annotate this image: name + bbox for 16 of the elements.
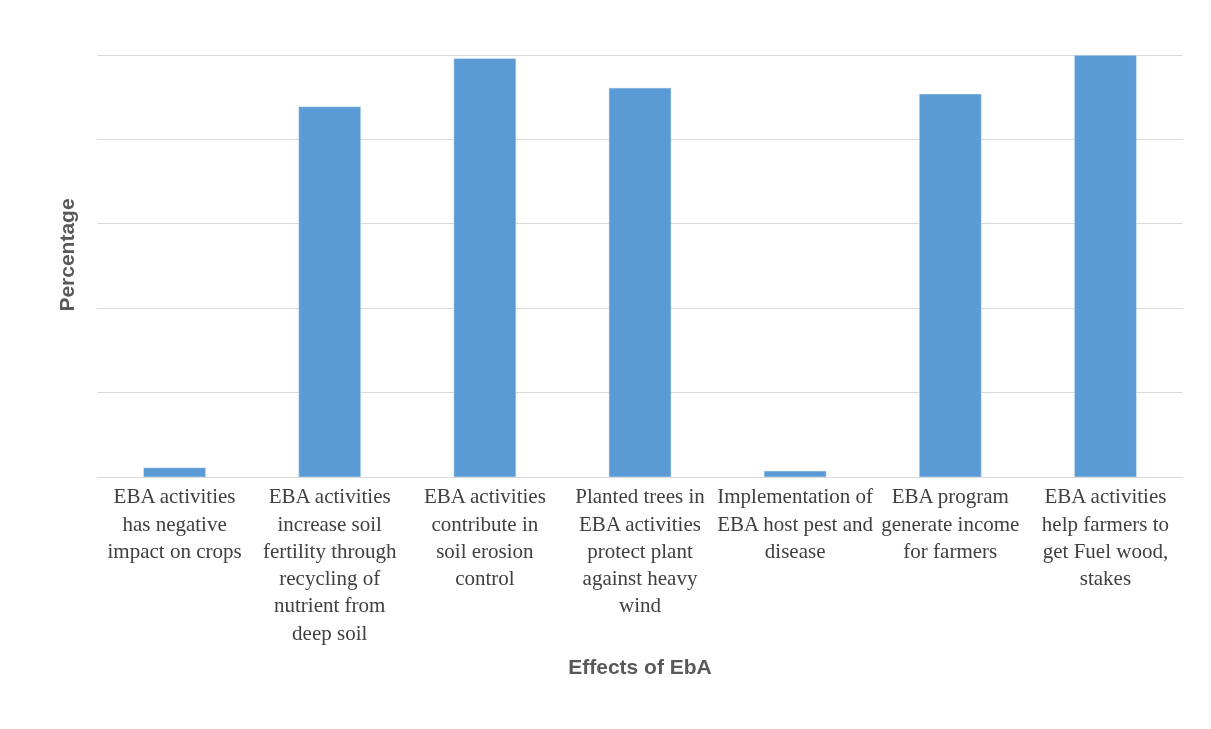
y-axis-title: Percentage <box>55 198 79 312</box>
bar <box>1074 54 1137 477</box>
x-axis-title: Effects of EbA <box>568 654 712 678</box>
bar <box>298 106 361 477</box>
x-tick-label: EBA activities help farmers to get Fuel wood, stakes <box>1041 484 1169 591</box>
bar <box>453 58 517 477</box>
bar <box>763 470 827 477</box>
bar <box>608 87 672 477</box>
x-tick-label: Implementation of EBA host pest and disease <box>717 484 874 563</box>
bar <box>919 93 982 477</box>
bar <box>143 467 206 477</box>
x-tick-label: EBA program generate income for farmers <box>881 484 1020 563</box>
x-tick-label: EBA activities has negative impact on crops <box>107 484 242 563</box>
x-tick-label: Planted trees in EBA activities protect plant against heavy wind <box>575 484 706 618</box>
x-tick-label: EBA activities increase soil fertility through recycling of nutrient from deep soil <box>262 484 397 645</box>
x-tick-label: EBA activities contribute in soil erosion control <box>423 484 546 591</box>
